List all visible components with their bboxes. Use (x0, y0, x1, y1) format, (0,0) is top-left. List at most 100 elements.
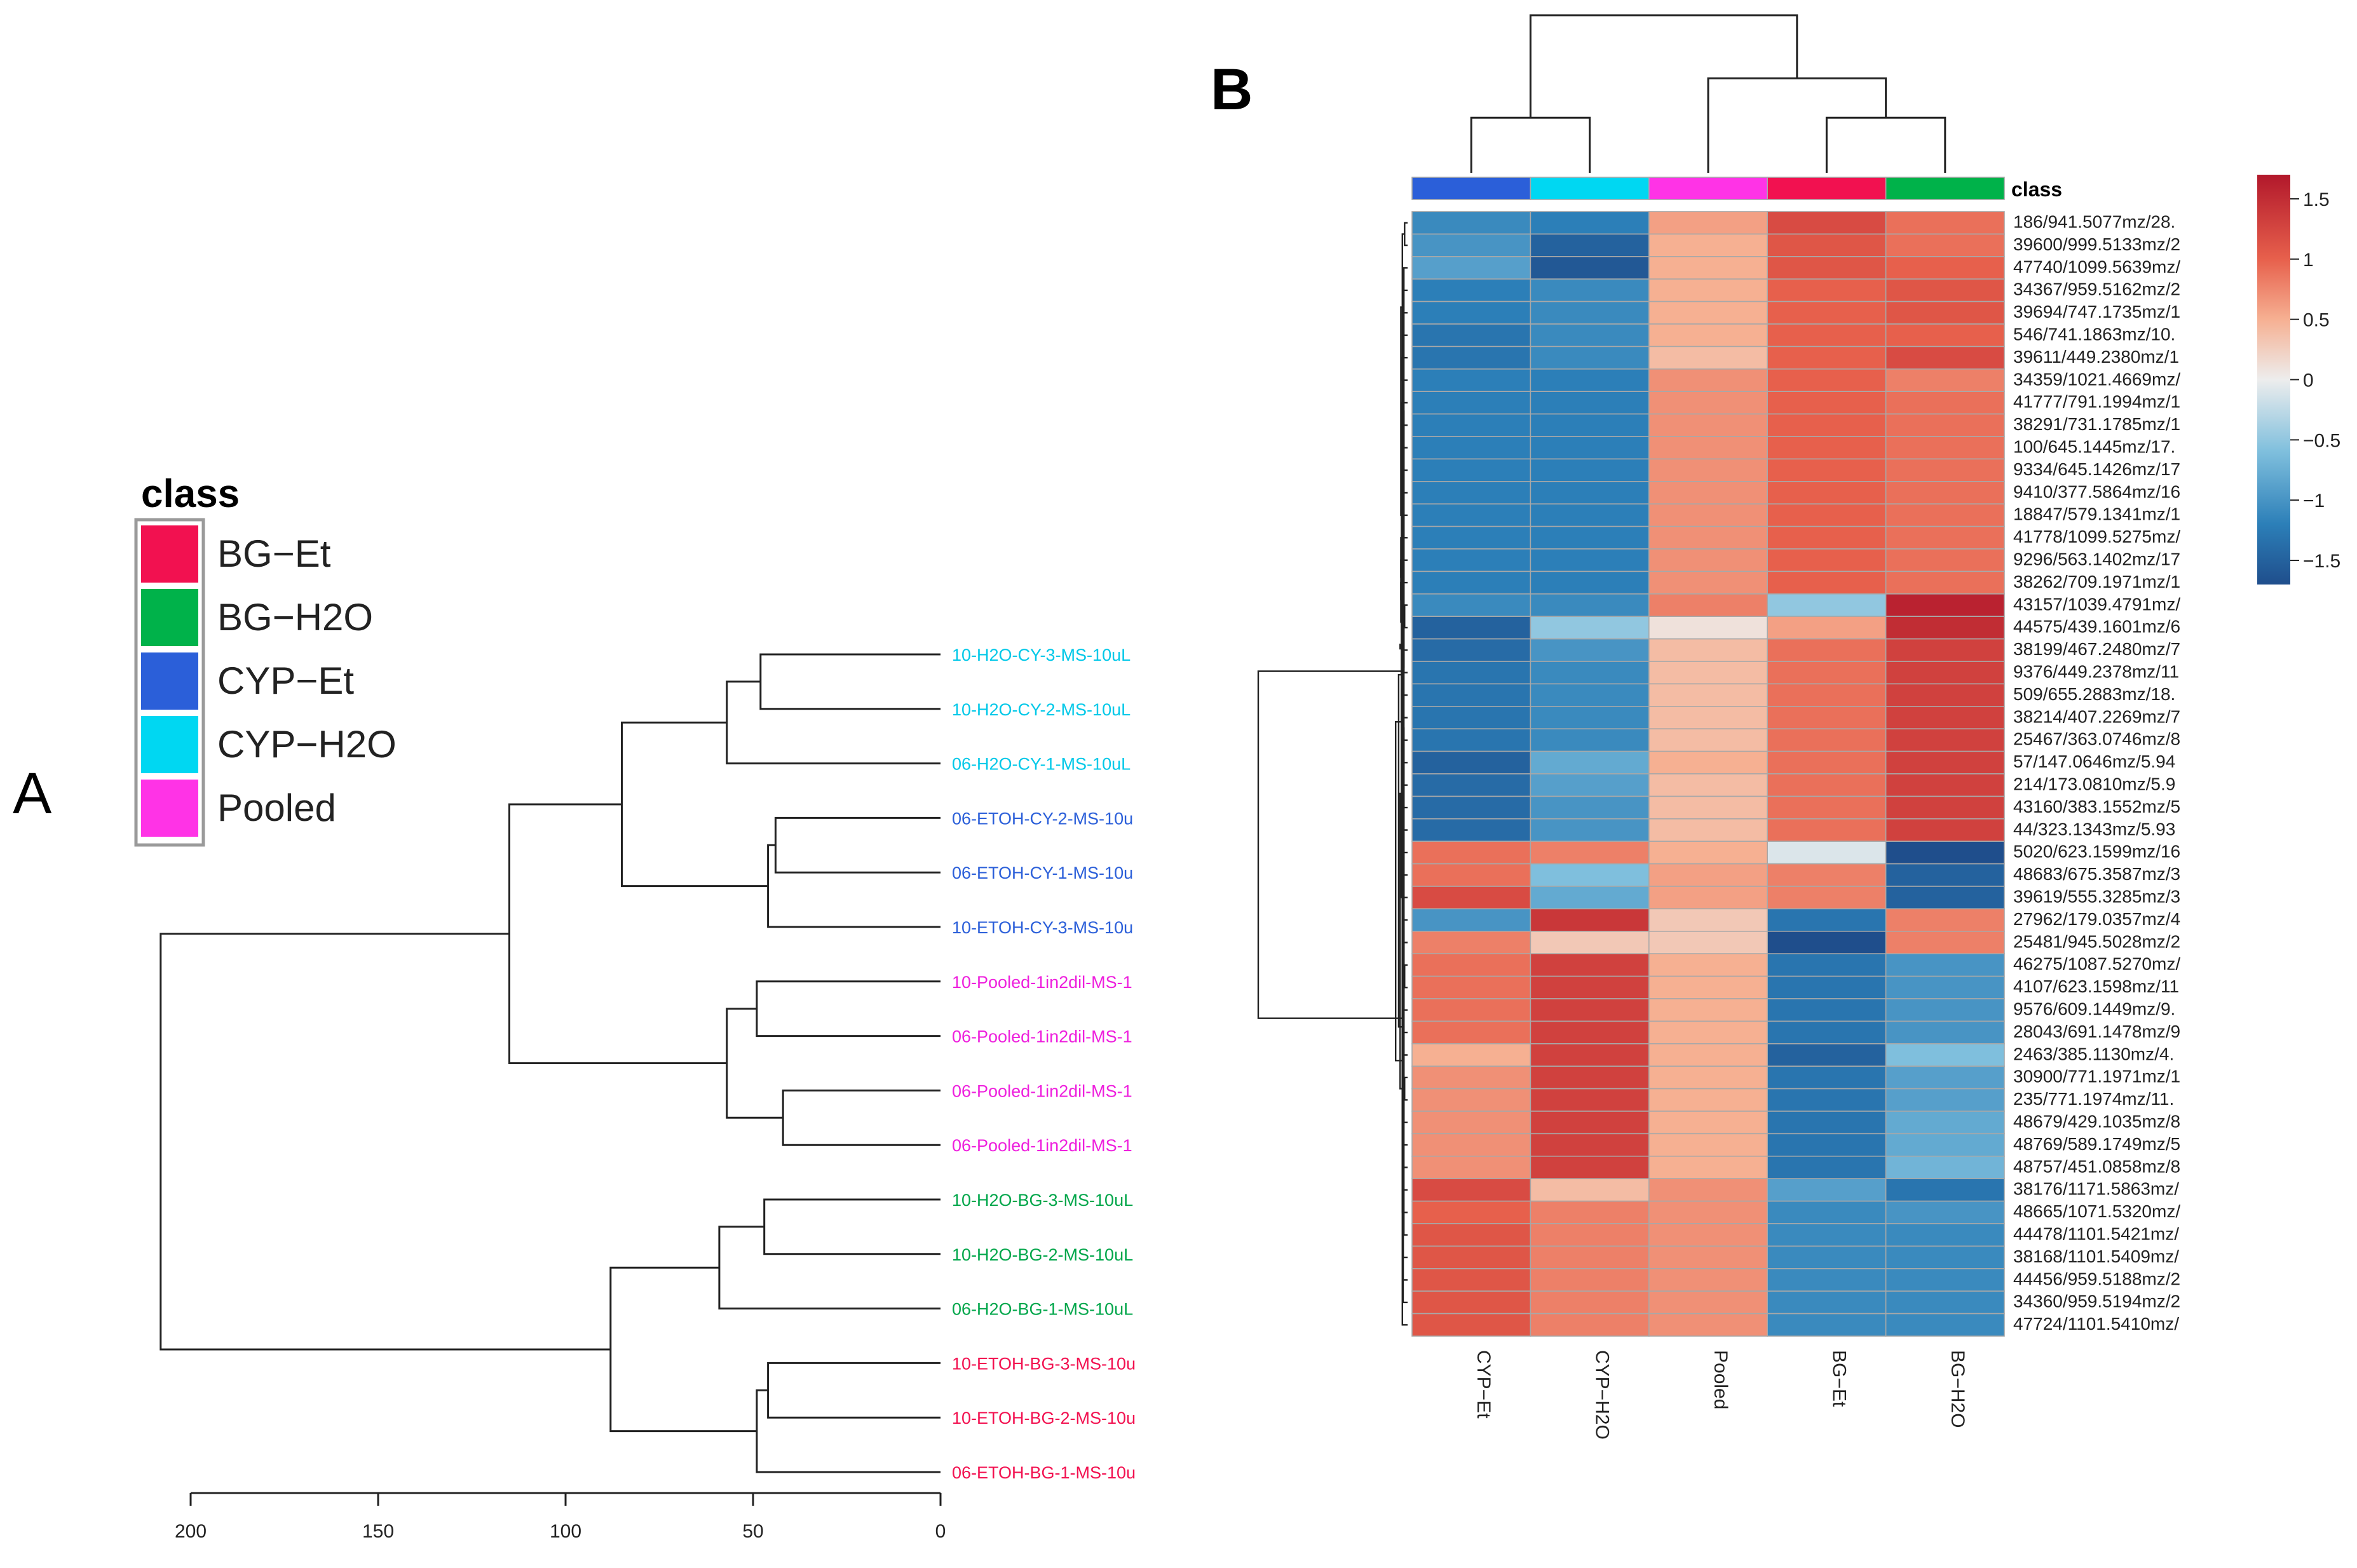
heatmap-cell (1885, 323, 2005, 348)
heatmap-cell (1885, 571, 2005, 595)
heatmap-cell (1530, 975, 1650, 999)
heatmap-cell (1648, 458, 1769, 482)
heatmap-cell (1885, 1178, 2005, 1202)
row-dendrogram-link (1404, 1076, 1408, 1101)
heatmap-cell (1411, 1020, 1532, 1044)
legend-swatch (141, 780, 198, 837)
sample-dendrogram: 10-H2O-CY-3-MS-10uL 10-H2O-CY-2-MS-10uL 06… (160, 645, 1136, 1542)
heatmap-cell (1767, 1245, 1887, 1269)
axis-tick-label: 50 (742, 1521, 763, 1542)
sample-label: 06-Pooled-1in2dil-MS-1 (952, 1081, 1132, 1100)
heatmap-cell (1885, 818, 2005, 842)
row-dendrogram-link (1404, 604, 1408, 629)
sample-label: 10-Pooled-1in2dil-MS-1 (952, 973, 1132, 992)
colorbar-tick-label: −1.5 (2303, 551, 2340, 572)
row-dendrogram-link (1399, 792, 1405, 1090)
heatmap-cell (1530, 1133, 1650, 1157)
heatmap-cell (1411, 908, 1532, 932)
heatmap-cell (1648, 908, 1769, 932)
heatmap-cell (1530, 436, 1650, 460)
heatmap-cell (1530, 683, 1650, 707)
heatmap-cell (1530, 413, 1650, 437)
heatmap-cell (1648, 953, 1769, 977)
heatmap-cell (1885, 931, 2005, 955)
heatmap-cell (1530, 593, 1650, 617)
heatmap-cell (1530, 1020, 1650, 1044)
heatmap-cell (1767, 1290, 1887, 1315)
dendrogram-link (621, 721, 768, 888)
heatmap-cell (1767, 728, 1887, 752)
heatmap-cell (1530, 368, 1650, 392)
heatmap-cell (1885, 525, 2005, 550)
sample-label: 06-ETOH-CY-1-MS-10u (952, 863, 1133, 882)
dendrogram-link (767, 1362, 941, 1419)
heatmap-cell (1767, 661, 1887, 685)
heatmap-cell (1648, 841, 1769, 865)
heatmap-cell (1767, 391, 1887, 415)
heatmap-cell (1530, 1178, 1650, 1202)
row-label: 509/655.2883mz/18. (2013, 684, 2175, 704)
heatmap-cell (1411, 458, 1532, 482)
sample-label: 06-ETOH-CY-2-MS-10u (952, 809, 1133, 828)
row-label: 25467/363.0746mz/8 (2013, 729, 2180, 749)
heatmap-cell (1648, 255, 1769, 280)
row-label: 235/771.1974mz/11. (2013, 1089, 2174, 1109)
heatmap-cell (1530, 841, 1650, 865)
heatmap-cell (1530, 1111, 1650, 1135)
heatmap-cell (1411, 480, 1532, 504)
legend-label: BG−H2O (217, 596, 373, 639)
heatmap-cell (1530, 301, 1650, 325)
heatmap-cell (1648, 975, 1769, 999)
heatmap-cell (1411, 1223, 1532, 1247)
heatmap-cell (1885, 706, 2005, 730)
heatmap-cell (1411, 211, 1532, 235)
heatmap-cell (1648, 548, 1769, 572)
heatmap-cell (1767, 773, 1887, 797)
heatmap-cell (1411, 638, 1532, 662)
heatmap-cell (1885, 975, 2005, 999)
heatmap-cell (1767, 436, 1887, 460)
heatmap-cell (1767, 1020, 1887, 1044)
heatmap-cell (1648, 571, 1769, 595)
heatmap-cell (1648, 503, 1769, 527)
heatmap-cell (1885, 728, 2005, 752)
heatmap-cell (1530, 728, 1650, 752)
heatmap-cell (1411, 1313, 1532, 1337)
legend-frame (134, 518, 205, 847)
row-label: 57/147.0646mz/5.94 (2013, 752, 2175, 771)
heatmap-cell (1530, 548, 1650, 572)
heatmap-cell (1885, 908, 2005, 932)
heatmap-cell (1411, 886, 1532, 910)
heatmap-cell (1530, 323, 1650, 348)
heatmap-cell (1648, 1178, 1769, 1202)
heatmap-cell (1411, 571, 1532, 595)
row-labels: 186/941.5077mz/28. 39600/999.5133mz/2 4774… (2013, 212, 2180, 1334)
row-label: 546/741.1863mz/10. (2013, 324, 2175, 344)
heatmap-cell (1885, 795, 2005, 820)
heatmap-cell (1885, 480, 2005, 504)
heatmap-cell (1885, 346, 2005, 370)
heatmap-cell (1767, 863, 1887, 887)
row-label: 41777/791.1994mz/1 (2013, 392, 2180, 412)
heatmap-cell (1411, 661, 1532, 685)
heatmap-cell (1767, 683, 1887, 707)
heatmap-cell (1885, 1133, 2005, 1157)
heatmap-cell (1885, 1065, 2005, 1090)
heatmap-cell (1648, 1223, 1769, 1247)
heatmap-cell (1885, 1313, 2005, 1337)
heatmap-cell (1530, 616, 1650, 640)
heatmap-cell (1885, 593, 2005, 617)
row-label: 34359/1021.4669mz/ (2013, 369, 2180, 389)
heatmap-cell (1530, 863, 1650, 887)
heatmap-cell (1530, 1245, 1650, 1269)
panel-b-letter: B (1211, 57, 1253, 122)
legend-label: BG−Et (217, 532, 331, 575)
heatmap-cell (1885, 301, 2005, 325)
heatmap-cell (1885, 211, 2005, 235)
axis-tick-label: 100 (550, 1521, 581, 1542)
heatmap-cell (1411, 391, 1532, 415)
heatmap-cell (1530, 931, 1650, 955)
heatmap-cell (1411, 818, 1532, 842)
heatmap-cell (1648, 1156, 1769, 1180)
heatmap-cell (1648, 525, 1769, 550)
